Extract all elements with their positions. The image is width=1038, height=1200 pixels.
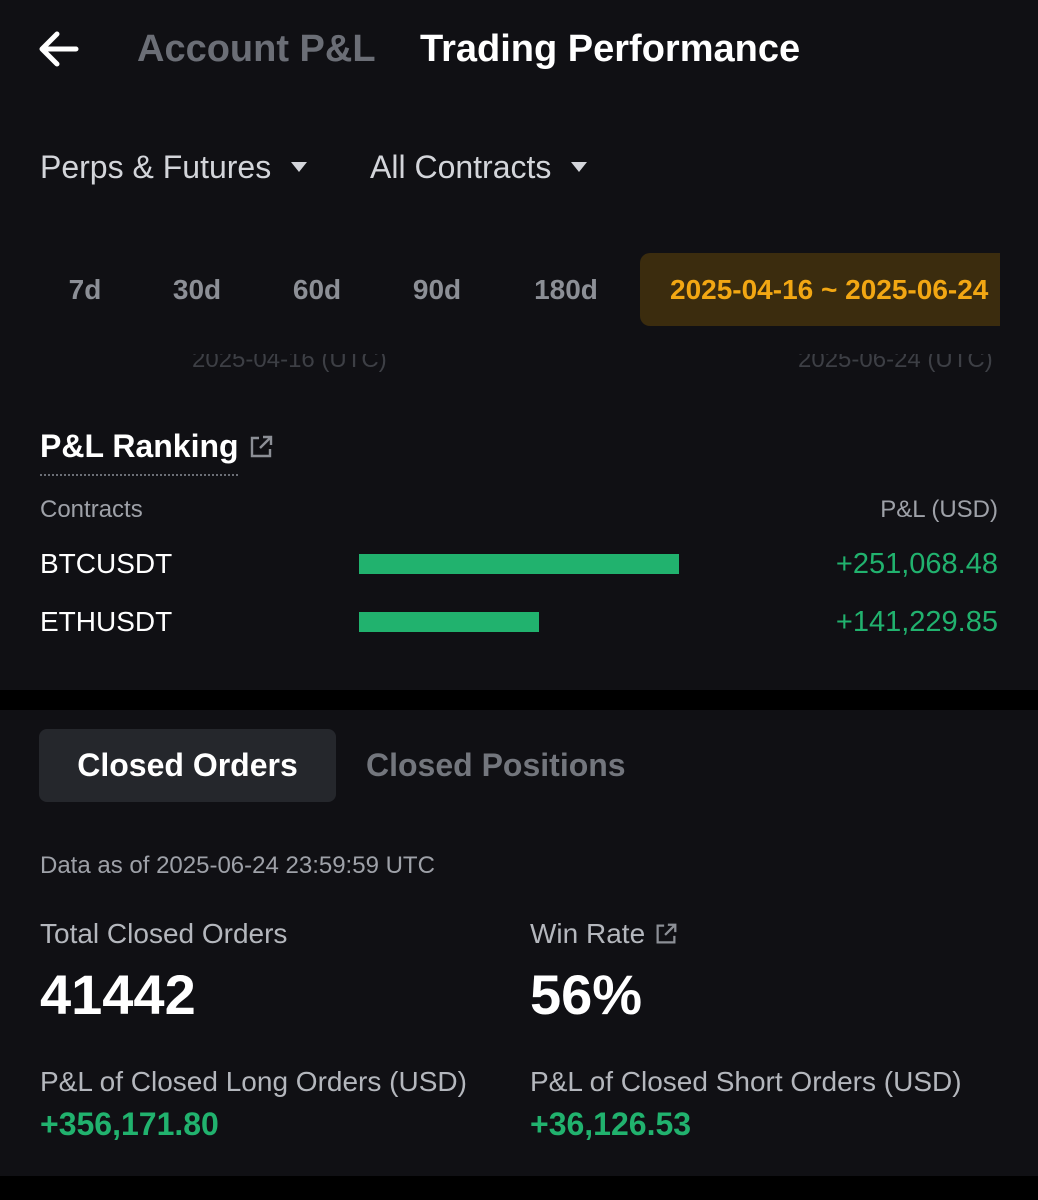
pnl-bar: [359, 554, 679, 574]
external-link-icon: [656, 923, 677, 944]
tab-account-pnl[interactable]: Account P&L: [137, 28, 376, 70]
period-tab-90d[interactable]: 90d: [412, 274, 462, 305]
long-pnl-value: +356,171.80: [40, 1106, 219, 1142]
tab-closed-positions[interactable]: Closed Positions: [366, 747, 626, 783]
pnl-ranking-title[interactable]: P&L Ranking: [40, 428, 275, 476]
contract-dropdown[interactable]: All Contracts: [370, 144, 588, 190]
total-closed-orders-label: Total Closed Orders: [40, 918, 287, 950]
title-underline: [40, 474, 238, 476]
long-pnl-label: P&L of Closed Long Orders (USD): [40, 1066, 467, 1098]
product-type-label: Perps & Futures: [40, 148, 272, 185]
caret-down-icon: [291, 162, 308, 172]
arrow-left-icon: [39, 31, 79, 67]
total-closed-orders-label-text: Total Closed Orders: [40, 918, 288, 949]
contract-name: ETHUSDT: [40, 606, 173, 637]
pnl-ranking-label: P&L Ranking: [40, 428, 239, 464]
long-pnl-label-text: P&L of Closed Long Orders (USD): [40, 1066, 467, 1097]
pnl-bar-track: [359, 554, 759, 574]
period-tab-7d[interactable]: 7d: [68, 274, 102, 305]
period-tab-180d[interactable]: 180d: [534, 274, 598, 305]
contract-name: BTCUSDT: [40, 548, 173, 579]
caret-down-icon: [571, 162, 588, 172]
tab-closed-orders[interactable]: Closed Orders: [39, 729, 336, 802]
win-rate-label[interactable]: Win Rate: [530, 918, 679, 950]
period-tab-30d[interactable]: 30d: [172, 274, 222, 305]
ranking-row[interactable]: ETHUSDT +141,229.85: [0, 602, 1038, 642]
external-link-icon: [250, 435, 272, 457]
range-start-hint: 2025-04-16 (UTC): [192, 354, 387, 372]
product-type-dropdown[interactable]: Perps & Futures: [40, 144, 308, 190]
win-rate-value: 56%: [530, 963, 643, 1026]
range-end-hint: 2025-06-24 (UTC): [798, 354, 993, 372]
performance-panel: [0, 0, 1038, 690]
total-closed-orders-value: 41442: [40, 963, 196, 1026]
tab-trading-performance[interactable]: Trading Performance: [420, 28, 801, 70]
pnl-bar: [359, 612, 539, 632]
period-tab-60d[interactable]: 60d: [292, 274, 342, 305]
short-pnl-value: +36,126.53: [530, 1106, 692, 1142]
back-button[interactable]: [34, 26, 84, 72]
contract-label: All Contracts: [370, 148, 552, 185]
col-header-pnl: P&L (USD): [880, 496, 998, 523]
short-pnl-label: P&L of Closed Short Orders (USD): [530, 1066, 962, 1098]
win-rate-label-text: Win Rate: [530, 918, 646, 949]
pnl-bar-track: [359, 612, 759, 632]
contract-pnl: +141,229.85: [835, 606, 998, 638]
contract-pnl: +251,068.48: [835, 548, 998, 580]
data-timestamp: Data as of 2025-06-24 23:59:59 UTC: [40, 852, 435, 879]
col-header-contracts: Contracts: [40, 496, 143, 523]
short-pnl-label-text: P&L of Closed Short Orders (USD): [530, 1066, 962, 1097]
period-tab-custom-range[interactable]: 2025-04-16 ~ 2025-06-24: [640, 253, 1000, 326]
ranking-row[interactable]: BTCUSDT +251,068.48: [0, 544, 1038, 584]
